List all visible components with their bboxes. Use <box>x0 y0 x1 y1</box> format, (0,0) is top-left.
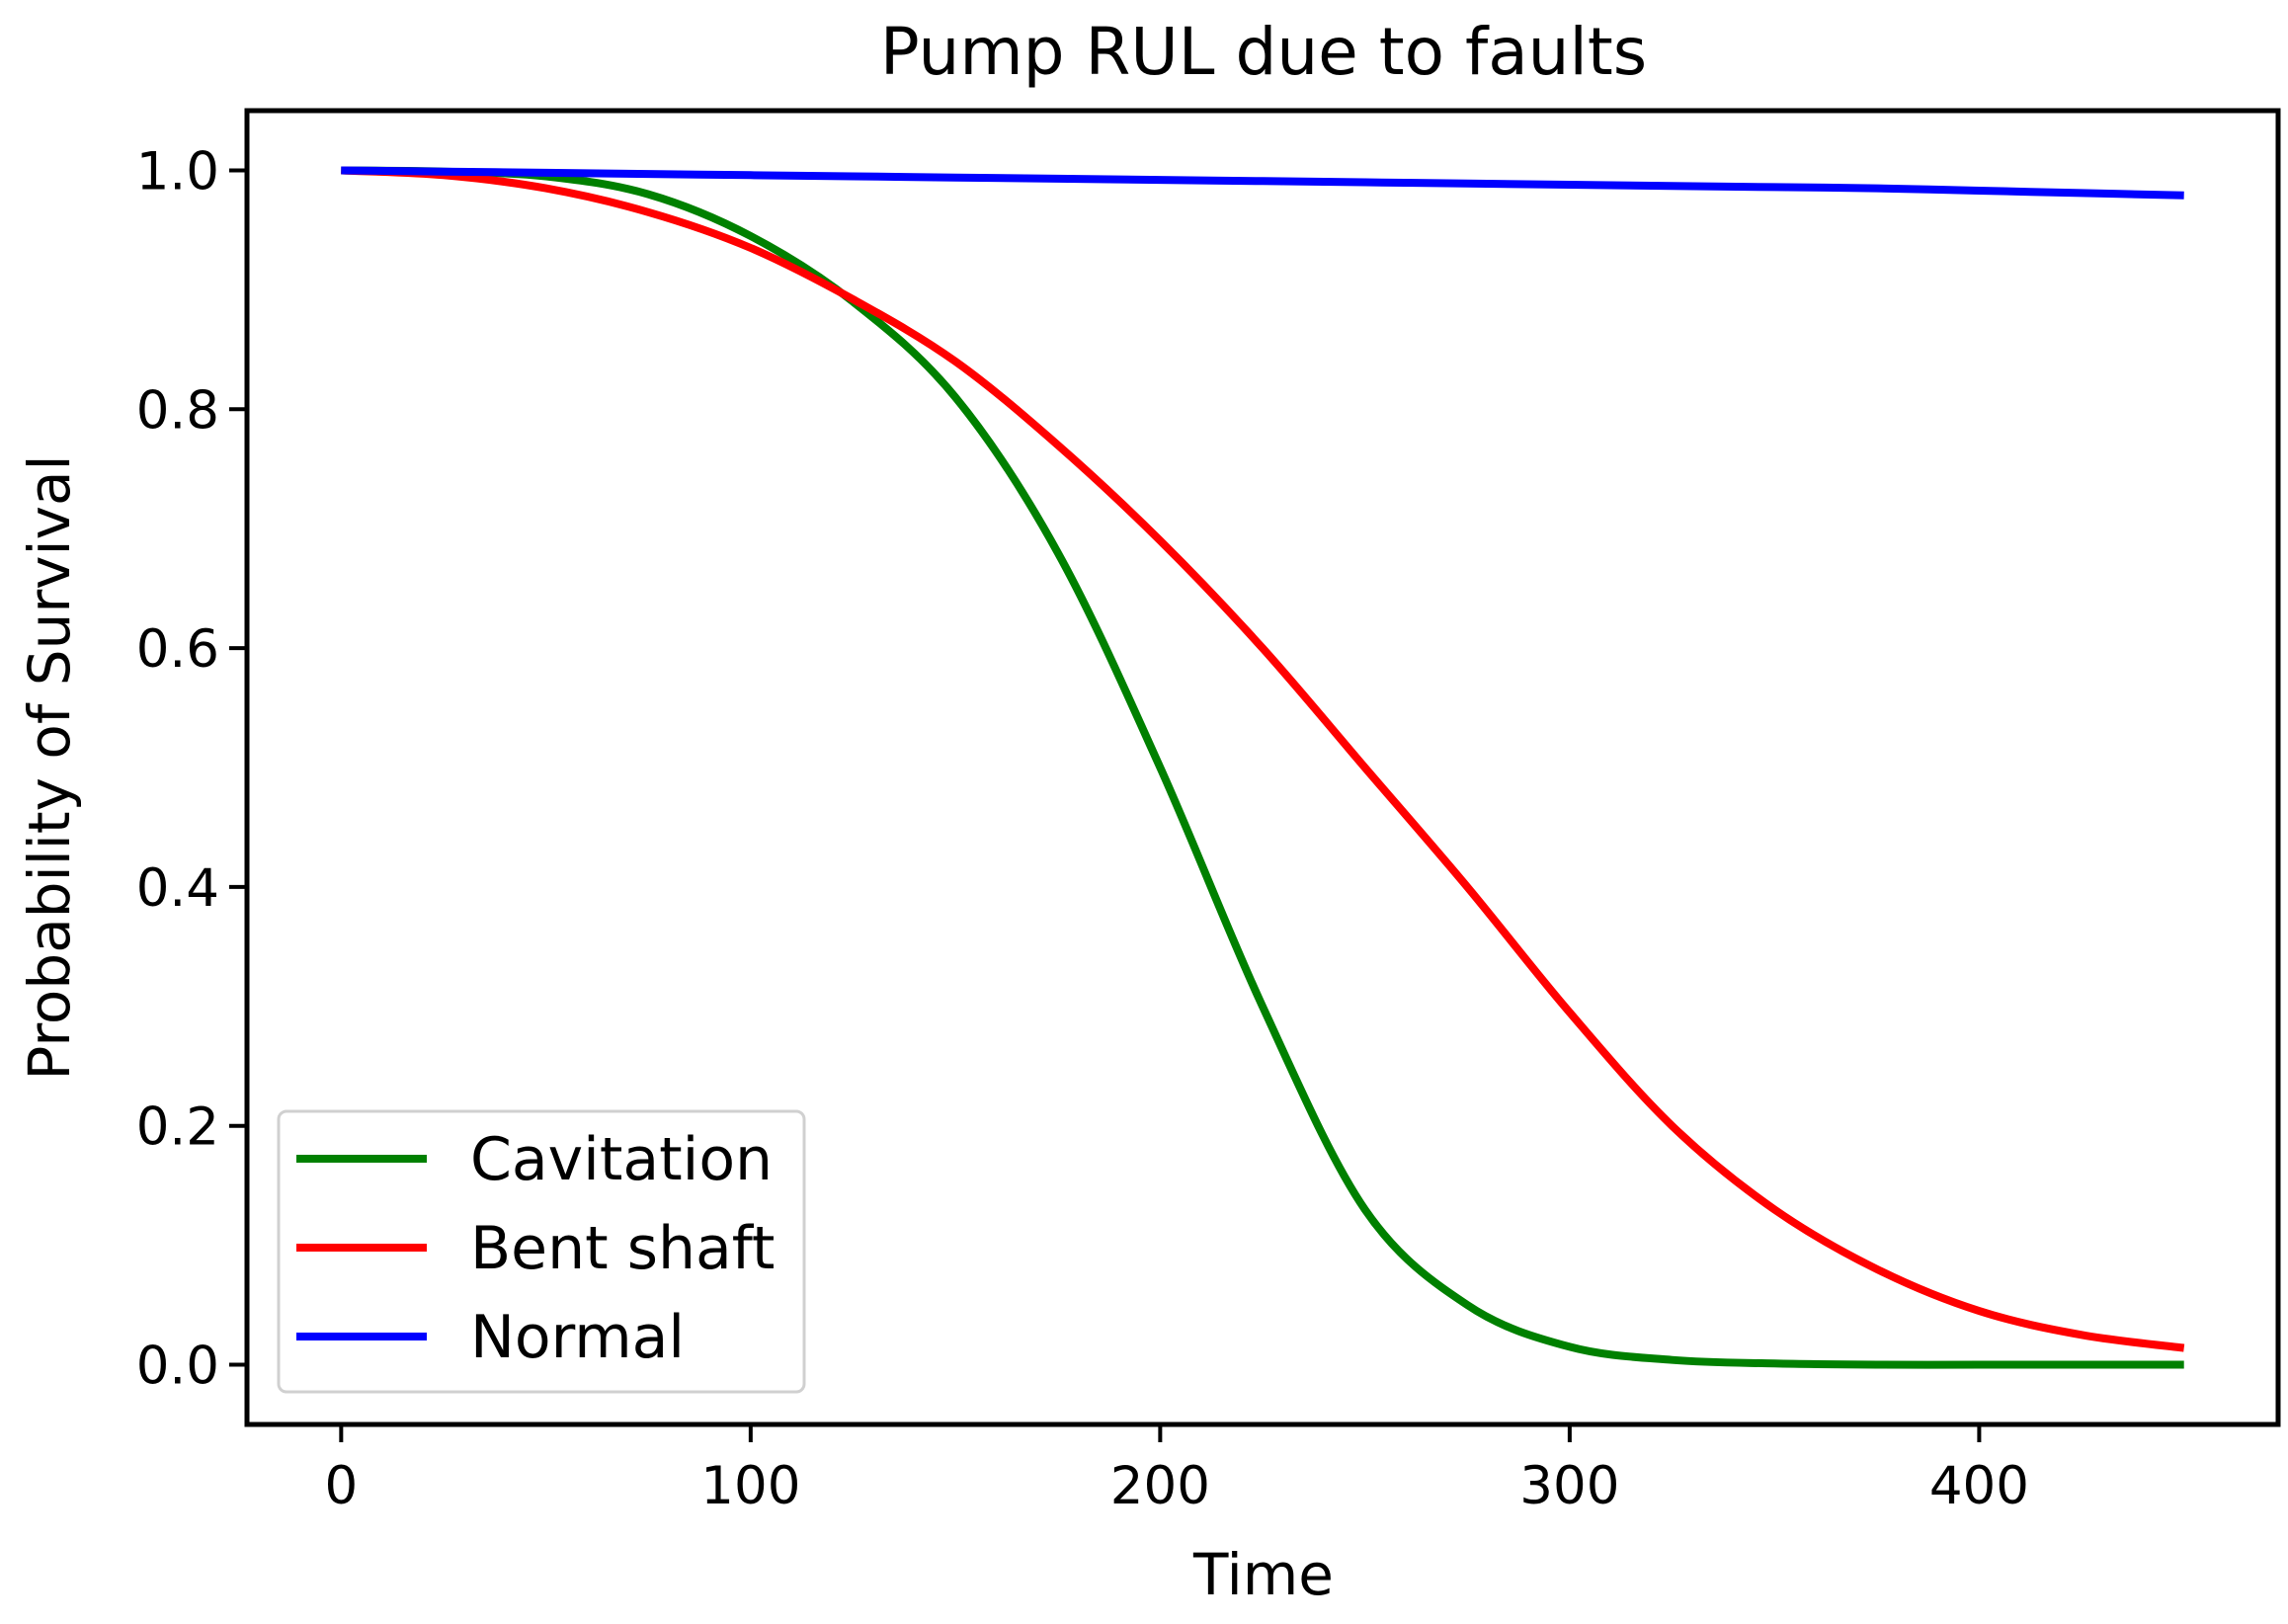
x-axis-label: Time <box>1192 1541 1334 1608</box>
y-tick-label: 1.0 <box>136 141 219 202</box>
x-tick-label: 100 <box>700 1456 800 1516</box>
y-tick-label: 0.6 <box>136 619 219 680</box>
series-line-bent-shaft <box>341 166 2185 1352</box>
y-axis-label: Probability of Survival <box>16 454 83 1080</box>
plot-area <box>341 166 2185 1369</box>
legend-label-cavitation: Cavitation <box>470 1125 773 1194</box>
legend-label-normal: Normal <box>470 1303 685 1372</box>
y-tick-label: 0.4 <box>136 858 219 919</box>
series-line-normal <box>341 166 2184 200</box>
chart-title: Pump RUL due to faults <box>880 14 1647 90</box>
legend-box <box>277 1109 806 1394</box>
y-tick-label: 0.8 <box>136 380 219 441</box>
x-tick-label: 300 <box>1519 1456 1619 1516</box>
legend-label-bent-shaft: Bent shaft <box>470 1214 775 1283</box>
y-tick-label: 0.2 <box>136 1097 219 1158</box>
x-tick-label: 0 <box>324 1456 358 1516</box>
series-line-cavitation <box>341 166 2184 1369</box>
plot-frame <box>244 108 2281 1427</box>
y-tick-label: 0.0 <box>136 1337 219 1397</box>
x-tick-label: 200 <box>1110 1456 1210 1516</box>
x-axis: 0 100 200 300 400 <box>324 1424 2029 1516</box>
y-axis: 0.0 0.2 0.4 0.6 0.8 1.0 <box>136 141 247 1397</box>
legend: Cavitation Bent shaft Normal <box>277 1109 806 1394</box>
x-tick-label: 400 <box>1929 1456 2029 1516</box>
